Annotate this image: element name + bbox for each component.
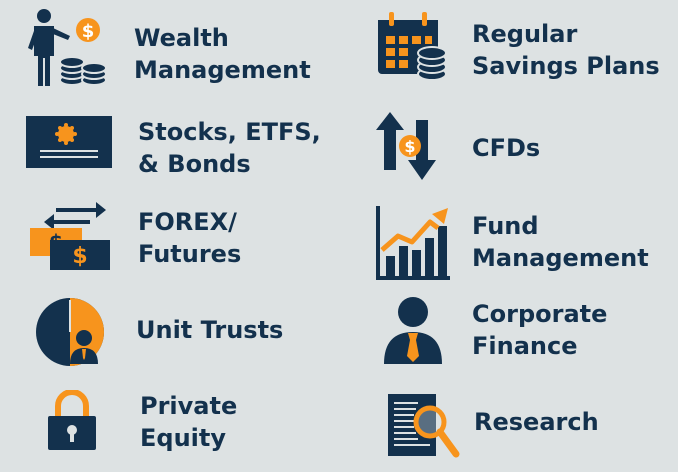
item-label: Wealth Management <box>134 24 311 84</box>
item-label: Regular Savings Plans <box>472 20 660 80</box>
item-label: FOREX/ Futures <box>138 208 242 268</box>
wealth-management-icon: $ <box>28 9 107 86</box>
cfd-arrows-icon: $ <box>376 112 436 180</box>
corporate-person-icon <box>384 297 442 364</box>
item-label: Fund Management <box>472 212 649 272</box>
svg-text:$: $ <box>82 21 95 42</box>
forex-exchange-icon: $ $ <box>30 202 110 270</box>
regular-savings-calendar-icon <box>378 12 447 81</box>
item-label: Stocks, ETFS, & Bonds <box>138 118 321 178</box>
item-label: CFDs <box>472 134 541 162</box>
research-magnifier-icon <box>388 394 460 458</box>
item-label: Private Equity <box>140 392 238 452</box>
item-label: Research <box>474 408 599 436</box>
svg-text:$: $ <box>72 244 87 269</box>
unit-trusts-pie-icon <box>36 298 104 366</box>
svg-text:$: $ <box>404 137 415 156</box>
stock-certificate-icon <box>26 116 112 168</box>
item-label: Unit Trusts <box>136 316 284 344</box>
item-label: Corporate Finance <box>472 300 608 360</box>
fund-growth-chart-icon <box>376 206 450 280</box>
padlock-icon <box>48 390 96 450</box>
